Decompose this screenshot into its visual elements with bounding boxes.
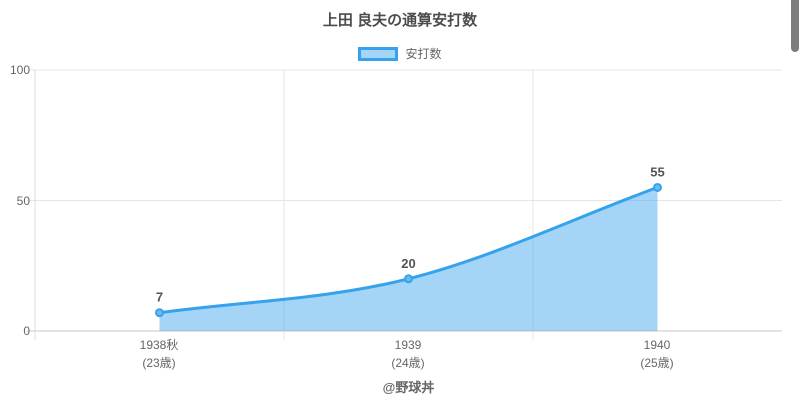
data-point[interactable]: [653, 182, 662, 192]
credit-footer: @野球丼: [382, 380, 435, 395]
x-tick-1940-line1: 1940: [644, 338, 671, 352]
x-tick-1939-line1: 1939: [395, 338, 422, 352]
x-tick-1938aki-line1: 1938秋: [140, 338, 179, 352]
legend-swatch-icon: [358, 46, 399, 61]
y-tick-50: 50: [17, 194, 31, 208]
legend[interactable]: 安打数: [0, 45, 800, 62]
y-axis-tick-labels: 100 50 0: [10, 63, 30, 338]
x-tick-1939-line2: (24歳): [391, 356, 424, 370]
data-point[interactable]: [404, 274, 413, 284]
legend-item-label: 安打数: [405, 47, 442, 61]
data-label-55: 55: [650, 164, 664, 179]
x-tick-1940-line2: (25歳): [640, 356, 673, 370]
x-axis-tick-labels: 1938秋 (23歳) 1939 (24歳) 1940 (25歳): [140, 338, 674, 370]
data-label-7: 7: [156, 290, 163, 305]
y-tick-0: 0: [23, 324, 30, 338]
data-points: [155, 182, 662, 318]
y-tick-100: 100: [10, 63, 30, 77]
chart-title: 上田 良夫の通算安打数: [322, 12, 478, 29]
gridlines: [27, 69, 782, 340]
vertical-scrollbar-thumb[interactable]: [791, 0, 799, 52]
area-fill: [159, 187, 658, 331]
x-tick-1938aki-line2: (23歳): [142, 356, 175, 370]
data-point-labels: 7 20 55: [156, 164, 665, 304]
data-label-20: 20: [401, 256, 415, 271]
data-point[interactable]: [155, 308, 164, 318]
